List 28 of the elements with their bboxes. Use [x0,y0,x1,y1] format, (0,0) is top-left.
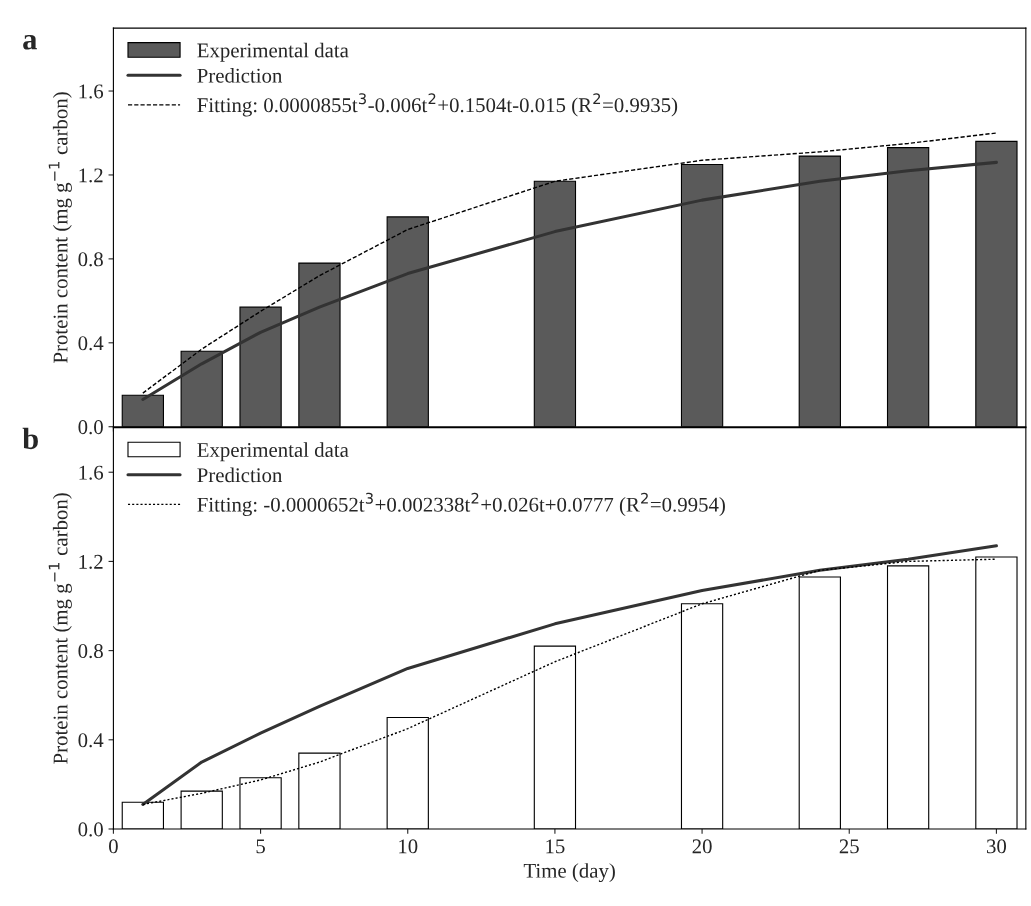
legend-label: Fitting: 0.0000855t$^{3}$-0.006t$^{2}$+0.1504t-0.015 (R$^{2}$=0.9935) [197,93,678,117]
x-axis-title: Time (day) [523,863,615,883]
y-tick-label: 1.2 [79,168,103,183]
y-axis-title: Protein content (mg g$^{−1}$ carbon) [48,493,72,764]
x-tick-label: 0 [109,839,118,854]
y-tick-label: 0.4 [78,733,104,748]
x-tick-label: 10 [399,839,418,854]
legend-label: Prediction [197,467,283,483]
y-tick-label: 1.6 [79,84,104,99]
legend-label: Prediction [197,68,283,83]
x-tick-label: 25 [839,839,859,854]
x-tick-label: 20 [692,839,712,854]
y-tick-label: 0.0 [78,822,103,837]
y-tick-label: 1.2 [79,554,103,569]
y-tick-label: 0.4 [78,336,104,351]
x-tick-label: 15 [546,839,565,854]
y-tick-label: 0.8 [78,252,103,267]
x-tick-label: 5 [256,839,265,854]
y-tick-label: 1.6 [79,465,104,480]
chart-title: a [23,34,37,50]
legend-label: Experimental data [197,42,349,62]
x-tick-label: 30 [986,839,1007,854]
chart-title: b [22,427,38,450]
y-tick-label: 0.0 [78,420,103,435]
y-axis-title: Protein content (mg g$^{−1}$ carbon) [48,92,72,363]
legend-label: Fitting: -0.0000652t$^{3}$+0.002338t$^{2}$+0.026t+0.0777 (R$^{2}$=0.9954) [197,492,725,517]
y-tick-label: 0.8 [78,643,103,659]
legend-label: Experimental data [197,442,349,462]
